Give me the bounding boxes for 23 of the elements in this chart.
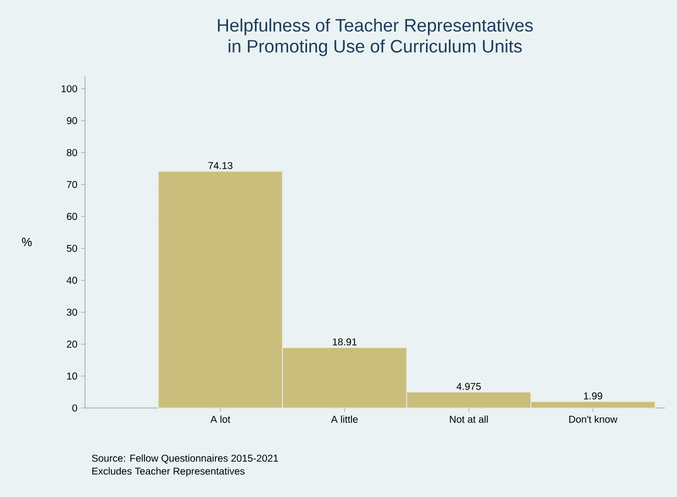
y-axis-title: % bbox=[22, 238, 32, 246]
x-tick-label: Not at all bbox=[450, 416, 488, 423]
y-tick-label: 10 bbox=[67, 372, 78, 380]
x-tick-label: A lot bbox=[210, 416, 230, 423]
x-tick-label: Don't know bbox=[569, 416, 618, 423]
chart-title: Helpfulness of Teacher Representatives in Promoting Use of Curriculum Units bbox=[218, 18, 533, 56]
y-tick-label: 100 bbox=[62, 85, 78, 92]
data-label: 4.975 bbox=[456, 382, 481, 390]
y-tick-label: 90 bbox=[66, 117, 78, 124]
y-tick-label: 30 bbox=[66, 308, 78, 316]
x-tick-label: A little bbox=[331, 416, 358, 423]
text: Excludes Teacher Representatives bbox=[92, 467, 245, 477]
data-label: 1.99 bbox=[584, 392, 602, 400]
y-tick-label: 50 bbox=[66, 244, 78, 252]
y-tick-label: 70 bbox=[66, 181, 78, 188]
data-label: 18.91 bbox=[332, 338, 357, 346]
y-tick-label: 20 bbox=[66, 340, 78, 348]
y-tick-label: 0 bbox=[72, 404, 78, 412]
y-tick-label: 40 bbox=[66, 276, 78, 284]
y-tick-label: 80 bbox=[66, 149, 78, 156]
source-note: Source: Fellow Questionnaires 2015-2021 bbox=[92, 454, 278, 464]
data-label: 74.13 bbox=[208, 162, 232, 170]
y-tick-label: 60 bbox=[66, 212, 78, 220]
